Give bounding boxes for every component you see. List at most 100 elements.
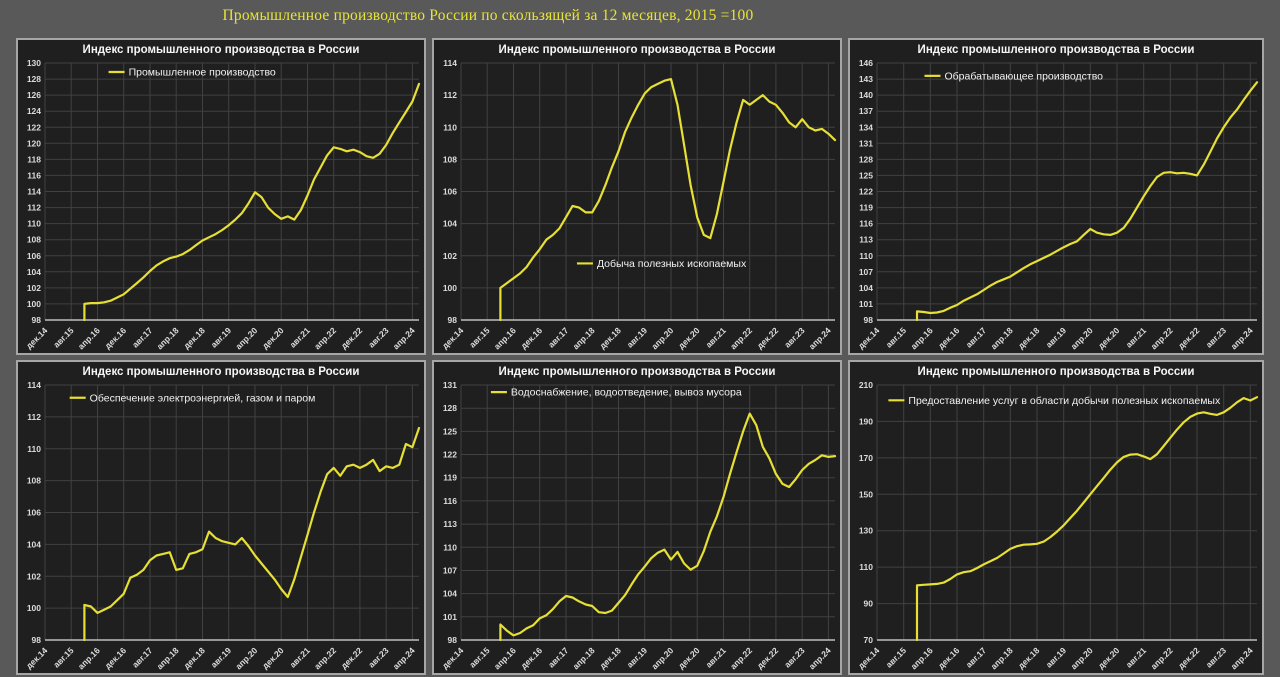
chart-grid: Индекс промышленного производства в Росс… [16, 38, 1264, 675]
x-tick-label: апр.20 [1069, 325, 1095, 351]
y-tick-label: 131 [443, 380, 457, 390]
line-chart: 98 100 102 104 106 108 110 112 114 116 118 120 122 12… [24, 58, 421, 351]
x-tick-label: апр.16 [909, 645, 935, 671]
x-tick-label: апр.22 [728, 645, 754, 671]
x-tick-label: авг.21 [704, 645, 729, 670]
x-tick-label: авг.19 [1044, 645, 1069, 670]
y-tick-label: 131 [859, 138, 873, 148]
x-tick-label: апр.24 [1229, 325, 1255, 351]
y-tick-label: 98 [32, 635, 42, 645]
x-tick-label: апр.24 [1229, 645, 1255, 671]
x-tick-label: дек.20 [260, 645, 286, 671]
x-tick-label: апр.16 [909, 325, 935, 351]
y-tick-label: 90 [864, 599, 874, 609]
x-tick-label: авг.15 [51, 645, 76, 670]
y-tick-label: 98 [448, 315, 458, 325]
y-tick-label: 125 [443, 426, 457, 436]
x-tick-label: апр.22 [312, 325, 338, 351]
y-tick-label: 114 [443, 58, 457, 68]
x-tick-label: дек.14 [856, 645, 882, 671]
series-line [499, 412, 837, 642]
x-tick-label: дек.16 [936, 325, 962, 351]
legend-label: Промышленное производство [129, 67, 276, 79]
y-tick-label: 130 [859, 526, 873, 536]
y-tick-label: 140 [859, 90, 873, 100]
x-tick-label: дек.18 [181, 645, 207, 671]
x-tick-label: авг.23 [366, 645, 391, 670]
x-tick-label: авг.15 [467, 325, 492, 350]
x-tick-label: авг.17 [130, 325, 155, 350]
x-tick-label: дек.16 [103, 645, 129, 671]
x-tick-label: дек.22 [755, 645, 781, 671]
x-tick-label: дек.16 [519, 325, 545, 351]
chart-panel-mining-services: Индекс промышленного производства в Росс… [848, 360, 1264, 675]
x-tick-label: авг.17 [964, 645, 989, 670]
y-tick-label: 104 [443, 589, 457, 599]
x-tick-label: авг.19 [625, 645, 650, 670]
y-tick-label: 108 [443, 154, 457, 164]
x-tick-label: апр.18 [989, 645, 1015, 671]
y-tick-label: 106 [27, 508, 41, 518]
x-tick-label: дек.14 [440, 645, 466, 671]
y-tick-label: 102 [443, 251, 457, 261]
legend-label: Водоснабжение, водоотведение, вывоз мусо… [511, 387, 742, 399]
panel-title: Индекс промышленного производства в Росс… [82, 44, 360, 56]
x-tick-label: апр.22 [312, 645, 338, 671]
x-tick-label: дек.18 [181, 325, 207, 351]
x-tick-label: авг.23 [1204, 645, 1229, 670]
x-tick-label: дек.20 [1096, 645, 1122, 671]
x-tick-label: дек.22 [339, 645, 365, 671]
y-tick-label: 70 [864, 635, 874, 645]
y-tick-label: 120 [27, 138, 41, 148]
legend-label: Обеспечение электроэнергией, газом и пар… [90, 392, 316, 404]
y-tick-label: 100 [27, 603, 41, 613]
x-tick-label: апр.24 [391, 645, 417, 671]
x-tick-label: апр.16 [76, 645, 102, 671]
x-tick-label: авг.21 [288, 645, 313, 670]
y-tick-label: 106 [27, 251, 41, 261]
x-tick-label: авг.21 [1124, 325, 1149, 350]
line-chart: 98 101 104 107 110 113 116 119 122 125 128 131 дек.1… [440, 380, 837, 671]
x-tick-label: апр.24 [807, 645, 833, 671]
x-tick-label: апр.20 [1069, 645, 1095, 671]
y-tick-label: 100 [27, 299, 41, 309]
x-tick-label: авг.15 [884, 325, 909, 350]
x-tick-label: дек.20 [260, 325, 286, 351]
y-tick-label: 150 [859, 489, 873, 499]
legend-label: Обрабатывающее производство [945, 70, 1104, 82]
panel-title: Индекс промышленного производства в Росс… [498, 366, 776, 378]
x-tick-label: дек.16 [519, 645, 545, 671]
y-tick-label: 104 [27, 539, 41, 549]
y-tick-label: 100 [443, 283, 457, 293]
y-tick-label: 112 [27, 412, 41, 422]
x-tick-label: дек.14 [24, 325, 50, 351]
y-tick-label: 104 [27, 267, 41, 277]
x-tick-label: авг.17 [130, 645, 155, 670]
page-title: Промышленное производство России по скол… [222, 7, 754, 24]
x-tick-label: апр.20 [649, 325, 675, 351]
y-tick-label: 116 [27, 170, 41, 180]
x-tick-label: апр.16 [492, 325, 518, 351]
series-line [499, 78, 837, 322]
line-chart: 70 90 110 130 150 170 190 210 дек.14 авг.15 апр.16… [856, 380, 1259, 671]
legend-label: Добыча полезных ископаемых [597, 258, 747, 270]
y-tick-label: 190 [859, 416, 873, 426]
x-tick-label: дек.18 [1016, 645, 1042, 671]
chart-panel-manufacturing: Индекс промышленного производства в Росс… [848, 38, 1264, 355]
y-tick-label: 113 [443, 519, 457, 529]
x-tick-label: дек.18 [1016, 325, 1042, 351]
y-tick-label: 107 [859, 267, 873, 277]
y-tick-label: 128 [27, 74, 41, 84]
x-tick-label: апр.24 [391, 325, 417, 351]
x-tick-label: авг.15 [884, 645, 909, 670]
y-tick-label: 102 [27, 283, 41, 293]
x-tick-label: авг.17 [546, 645, 571, 670]
y-tick-label: 130 [27, 58, 41, 68]
x-tick-label: дек.18 [597, 645, 623, 671]
y-tick-label: 119 [443, 473, 457, 483]
y-tick-label: 110 [859, 562, 873, 572]
series-line [83, 82, 421, 322]
x-tick-label: апр.20 [649, 645, 675, 671]
y-tick-label: 110 [27, 219, 41, 229]
x-tick-label: дек.22 [1176, 645, 1202, 671]
